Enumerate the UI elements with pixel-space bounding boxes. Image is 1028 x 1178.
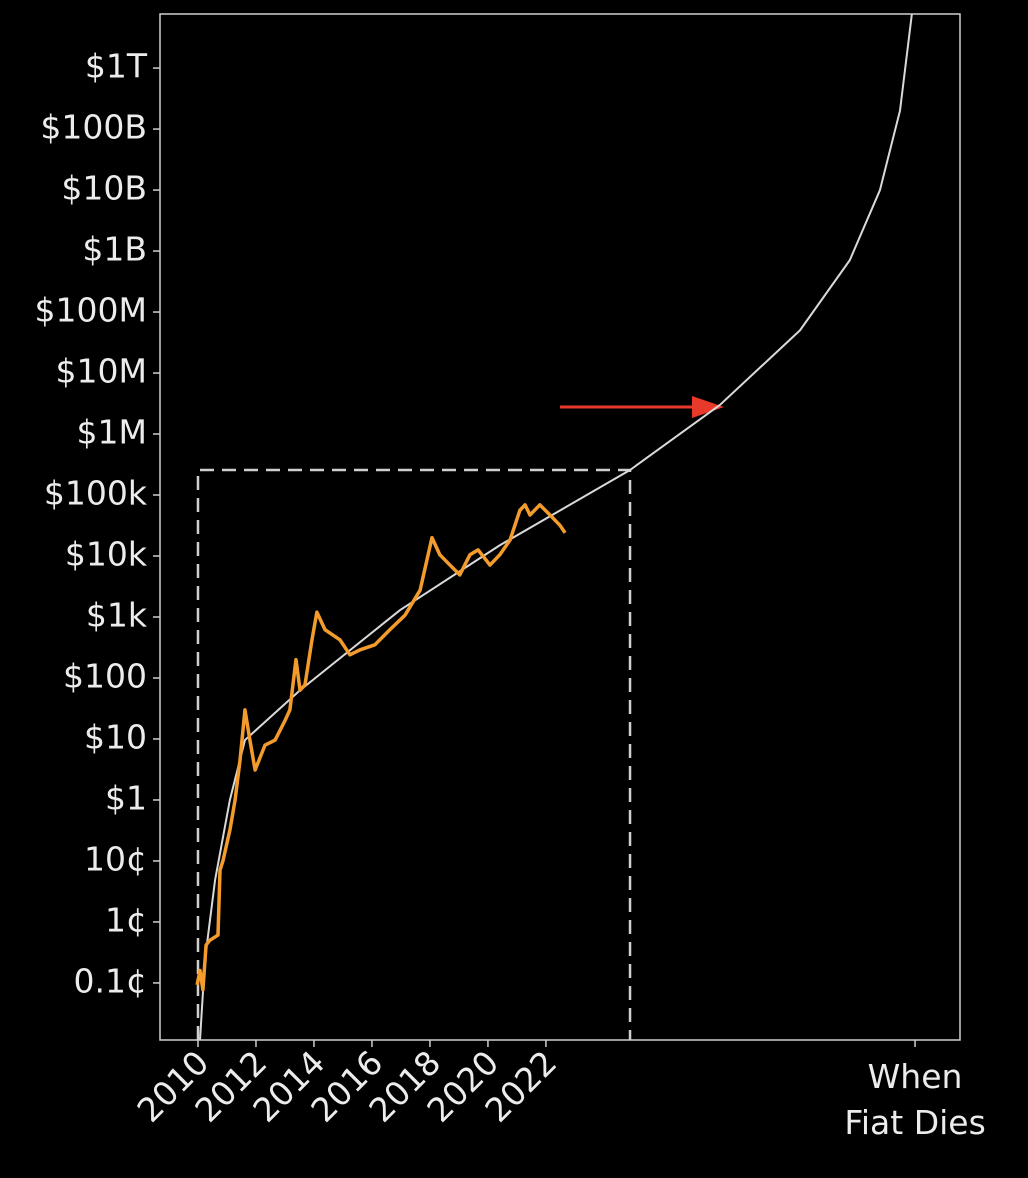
y-tick-label: $100M — [35, 291, 147, 330]
y-tick-label: $10M — [56, 352, 147, 391]
series-line — [195, 503, 567, 992]
y-tick-label: 0.1¢ — [74, 961, 147, 1000]
y-tick-label: $10k — [65, 534, 148, 573]
y-tick-label: $100 — [63, 656, 147, 695]
y-tick-label: $1k — [86, 595, 148, 634]
y-tick-label: $10 — [84, 717, 147, 756]
y-tick-label: $1T — [85, 47, 148, 86]
x-tick-label: When Fiat Dies — [844, 1057, 985, 1142]
y-tick-label: 1¢ — [105, 900, 147, 939]
y-tick-label: 10¢ — [84, 839, 147, 878]
y-tick-label: $1M — [77, 413, 147, 452]
plot-frame — [159, 13, 961, 1041]
y-tick-label: $1B — [82, 230, 147, 269]
y-tick-label: $10B — [61, 169, 147, 208]
y-tick-label: $100B — [40, 108, 147, 147]
highlight-box — [196, 468, 632, 1040]
y-tick-label: $100k — [44, 474, 148, 513]
arrow-head — [692, 396, 724, 418]
series-line — [199, 14, 913, 1040]
y-tick-label: $1 — [105, 778, 147, 817]
